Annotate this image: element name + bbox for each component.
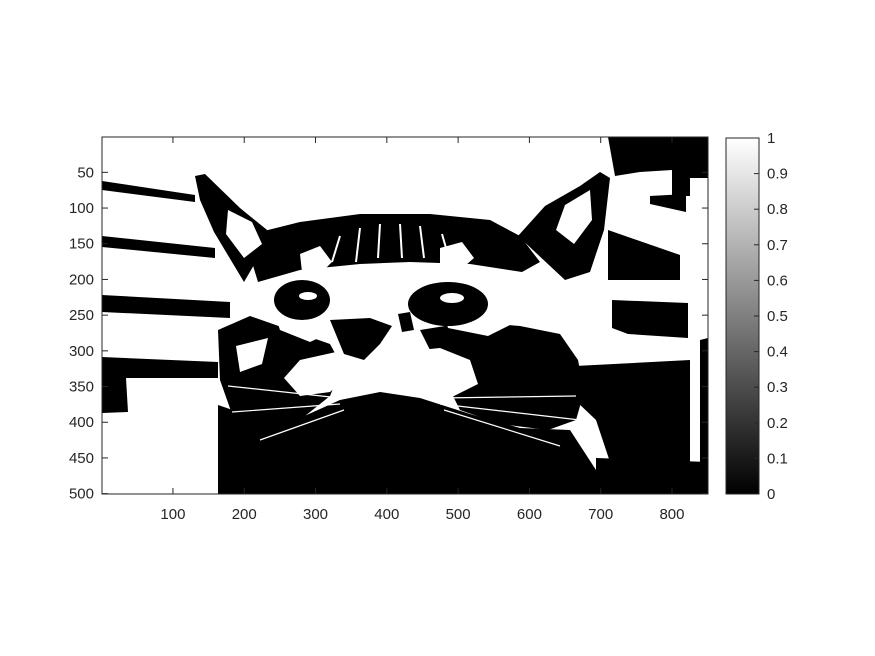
colorbar-tick-label: 0.5 xyxy=(767,308,788,325)
binary-cat-image xyxy=(102,137,708,494)
y-tick-label: 150 xyxy=(69,236,94,253)
y-tick-label: 500 xyxy=(69,486,94,503)
x-tick-label: 800 xyxy=(659,506,684,523)
cat-stripes xyxy=(331,223,451,263)
y-tick-label: 200 xyxy=(69,271,94,288)
colorbar-tick-label: 0.1 xyxy=(767,450,788,467)
y-tick-label: 100 xyxy=(69,200,94,217)
colorbar-tick-label: 0.4 xyxy=(767,344,788,361)
x-tick-label: 700 xyxy=(588,506,613,523)
y-tick-label: 250 xyxy=(69,307,94,324)
colorbar-tick-label: 0.3 xyxy=(767,379,788,396)
y-axis-ticks: 50 100 150 200 250 300 350 400 450 500 xyxy=(69,164,708,503)
cat-whiskers xyxy=(227,385,581,447)
y-tick-label: 300 xyxy=(69,343,94,360)
y-tick-label: 400 xyxy=(69,414,94,431)
y-tick-label: 50 xyxy=(77,164,94,181)
cat-eyes xyxy=(274,280,488,326)
x-tick-label: 100 xyxy=(160,506,185,523)
colorbar-tick-label: 0.8 xyxy=(767,201,788,218)
colorbar-gradient xyxy=(725,137,760,495)
x-tick-label: 600 xyxy=(517,506,542,523)
colorbar-tick-label: 0 xyxy=(767,486,775,503)
colorbar-ticks: 0 0.1 0.2 0.3 0.4 0.5 0.6 0.7 0.8 0.9 1 xyxy=(754,130,788,503)
colorbar-tick-label: 1 xyxy=(767,130,775,147)
x-axis-ticks: 100 200 300 400 500 600 700 800 xyxy=(160,137,685,523)
x-tick-label: 500 xyxy=(446,506,471,523)
colorbar-tick-label: 0.6 xyxy=(767,272,788,289)
x-tick-label: 300 xyxy=(303,506,328,523)
cat-nose xyxy=(330,312,414,360)
colorbar: 0 0.1 0.2 0.3 0.4 0.5 0.6 0.7 0.8 0.9 1 xyxy=(725,130,788,503)
blind-slats-left xyxy=(102,181,230,413)
colorbar-tick-label: 0.7 xyxy=(767,237,788,254)
colorbar-tick-label: 0.9 xyxy=(767,166,788,183)
y-tick-label: 350 xyxy=(69,379,94,396)
x-tick-label: 400 xyxy=(374,506,399,523)
y-tick-label: 450 xyxy=(69,450,94,467)
colorbar-tick-label: 0.2 xyxy=(767,415,788,432)
background-blocks-right xyxy=(575,137,708,494)
x-tick-label: 200 xyxy=(232,506,257,523)
